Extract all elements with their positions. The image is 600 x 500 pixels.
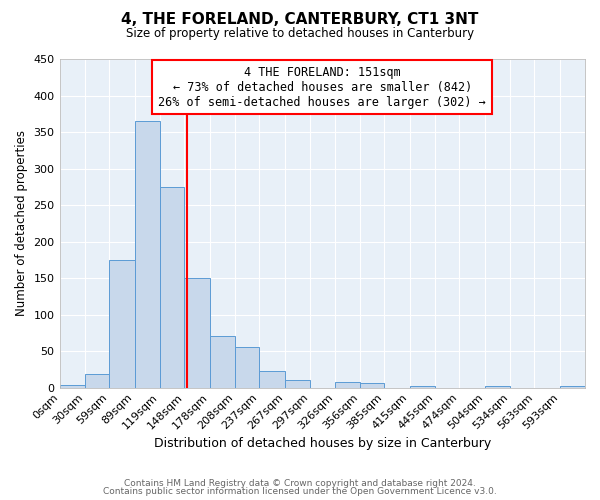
Y-axis label: Number of detached properties: Number of detached properties: [15, 130, 28, 316]
Bar: [259, 371, 285, 388]
Text: 4, THE FORELAND, CANTERBURY, CT1 3NT: 4, THE FORELAND, CANTERBURY, CT1 3NT: [121, 12, 479, 28]
Bar: [235, 348, 259, 388]
Bar: [360, 383, 384, 388]
Bar: [410, 386, 435, 388]
Bar: [560, 386, 585, 388]
Bar: [335, 382, 360, 388]
Bar: [285, 380, 310, 388]
Bar: [209, 336, 235, 388]
Text: Contains public sector information licensed under the Open Government Licence v3: Contains public sector information licen…: [103, 487, 497, 496]
Text: Contains HM Land Registry data © Crown copyright and database right 2024.: Contains HM Land Registry data © Crown c…: [124, 478, 476, 488]
Text: Size of property relative to detached houses in Canterbury: Size of property relative to detached ho…: [126, 28, 474, 40]
Bar: [134, 121, 160, 388]
Bar: [59, 386, 85, 388]
Bar: [160, 187, 184, 388]
Bar: [109, 260, 134, 388]
X-axis label: Distribution of detached houses by size in Canterbury: Distribution of detached houses by size …: [154, 437, 491, 450]
Bar: [184, 278, 209, 388]
Text: 4 THE FORELAND: 151sqm
← 73% of detached houses are smaller (842)
26% of semi-de: 4 THE FORELAND: 151sqm ← 73% of detached…: [158, 66, 486, 108]
Bar: [85, 374, 109, 388]
Bar: [485, 386, 510, 388]
